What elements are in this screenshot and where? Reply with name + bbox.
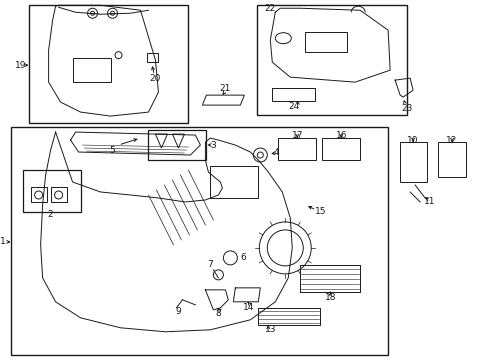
Text: 19: 19 <box>15 60 26 69</box>
Text: 15: 15 <box>315 207 326 216</box>
Text: 6: 6 <box>240 253 245 262</box>
Text: 20: 20 <box>149 74 161 83</box>
Text: 14: 14 <box>242 303 253 312</box>
Text: 23: 23 <box>401 104 412 113</box>
Text: 12: 12 <box>446 136 457 145</box>
Bar <box>257 5 407 115</box>
Text: 24: 24 <box>288 102 299 111</box>
Bar <box>11 127 387 355</box>
Bar <box>210 166 258 198</box>
Bar <box>31 187 46 202</box>
Text: 1: 1 <box>0 237 6 246</box>
Text: 8: 8 <box>215 309 221 318</box>
Bar <box>147 53 158 62</box>
Bar <box>72 58 110 82</box>
Text: 9: 9 <box>175 307 181 316</box>
Bar <box>305 32 346 52</box>
Bar <box>22 170 81 212</box>
Bar <box>437 142 465 177</box>
Text: 5: 5 <box>109 145 115 154</box>
Text: 17: 17 <box>291 131 303 140</box>
Bar <box>29 5 188 123</box>
Text: 22: 22 <box>264 4 275 13</box>
Bar <box>148 130 206 160</box>
Bar <box>399 142 426 182</box>
Text: 21: 21 <box>219 84 231 93</box>
Text: 11: 11 <box>424 198 435 207</box>
Text: 16: 16 <box>335 131 346 140</box>
Text: 13: 13 <box>265 325 276 334</box>
Bar <box>278 138 316 160</box>
Text: 18: 18 <box>324 293 335 302</box>
Text: 2: 2 <box>48 211 53 220</box>
Bar <box>50 187 66 202</box>
Text: 10: 10 <box>407 136 418 145</box>
Text: 7: 7 <box>207 260 213 269</box>
Text: 3: 3 <box>210 140 216 149</box>
Text: 4: 4 <box>273 148 278 157</box>
Bar <box>322 138 360 160</box>
